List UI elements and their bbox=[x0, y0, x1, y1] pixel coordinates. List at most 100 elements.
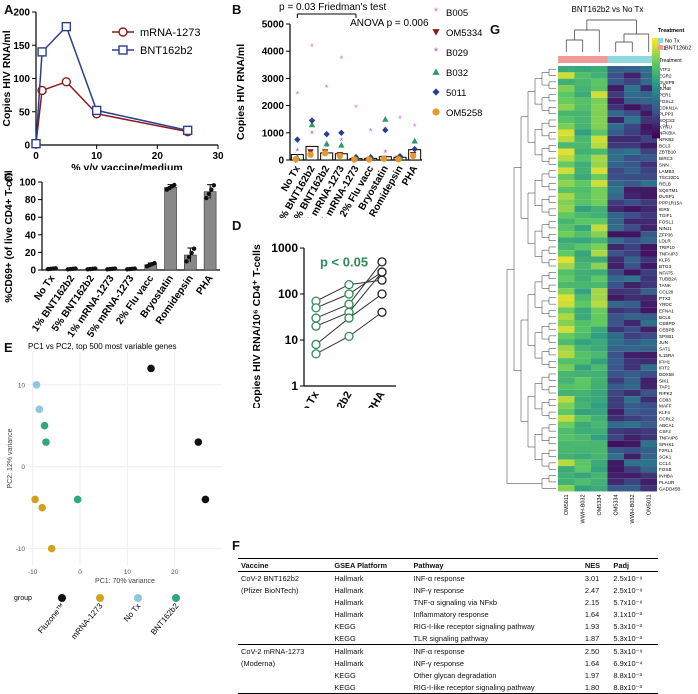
x-tick-label: 20 bbox=[152, 151, 164, 162]
chart-title: PC1 vs PC2, top 500 most variable genes bbox=[28, 342, 177, 351]
heatmap-cell bbox=[574, 85, 591, 92]
gsea-table: Vaccine GSEA Platform Pathway NES Padj CoV-2… bbox=[238, 558, 658, 694]
heatmap-cell bbox=[624, 161, 641, 168]
heatmap-cell bbox=[607, 250, 624, 257]
heatmap-cell bbox=[558, 320, 575, 327]
heatmap-cell bbox=[591, 123, 608, 130]
heatmap-cell bbox=[558, 427, 575, 435]
table-row: (Moderna) Hallmark INF-γ response 1.64 6.9x1… bbox=[238, 657, 658, 669]
heatmap-cell bbox=[624, 218, 641, 225]
heatmap-cell bbox=[624, 275, 641, 282]
scale-swatch bbox=[652, 68, 660, 71]
heatmap-cell bbox=[574, 307, 591, 314]
y-tick-label: 2000 bbox=[262, 101, 285, 112]
heatmap-cell bbox=[591, 212, 608, 219]
table-cell: 1.87 bbox=[581, 632, 611, 645]
data-point bbox=[308, 121, 316, 128]
heatmap-cell bbox=[640, 288, 657, 295]
heatmap-cell bbox=[558, 459, 575, 467]
heatmap-cell bbox=[558, 135, 575, 143]
gene-label: CCRL2 bbox=[659, 416, 675, 421]
heatmap-cell bbox=[591, 326, 608, 333]
heatmap-cell bbox=[591, 129, 608, 136]
heatmap-cell bbox=[624, 427, 641, 435]
scale-swatch bbox=[652, 113, 660, 116]
chart-e: PC1 vs PC2, top 500 most variable genes -… bbox=[7, 342, 222, 640]
vaccine-cell: CoV-2 mRNA-1273 bbox=[241, 646, 305, 656]
heatmap-cell bbox=[640, 339, 657, 346]
heatmap-cell bbox=[574, 193, 591, 200]
heatmap-cell bbox=[607, 332, 624, 340]
gene-label: DUSP1 bbox=[659, 194, 675, 199]
heatmap-cell bbox=[591, 167, 608, 174]
heatmap-cell bbox=[640, 167, 657, 174]
table-cell: INF-γ response bbox=[413, 585, 464, 595]
heatmap-cell bbox=[624, 129, 641, 136]
table-cell: Hallmark bbox=[334, 585, 364, 595]
data-point bbox=[92, 266, 98, 271]
table-cell: 2.47 bbox=[584, 585, 600, 595]
heatmap-cell bbox=[607, 218, 624, 225]
y-axis-label: Copies HIV RNA/10⁶ CD4⁺ T-cells bbox=[251, 244, 263, 408]
data-point bbox=[189, 250, 194, 256]
heatmap-cell bbox=[640, 180, 657, 187]
legend-label: mRNA-1273 bbox=[140, 27, 201, 39]
heatmap-cell bbox=[574, 351, 591, 359]
chart-b: 0 1000 2000 3000 4000 5000 Copies HIV RNA/ml * *… bbox=[235, 2, 482, 218]
column-label: OM5334 bbox=[614, 494, 620, 515]
heatmap-cell bbox=[624, 370, 641, 378]
annotation-cell bbox=[574, 56, 591, 63]
scale-label: 0 bbox=[663, 84, 666, 90]
heatmap-cell bbox=[591, 396, 608, 403]
data-point bbox=[323, 140, 330, 147]
data-point bbox=[311, 349, 321, 359]
heatmap-cell bbox=[607, 256, 624, 263]
data-point: * bbox=[398, 114, 402, 125]
heatmap-cell bbox=[624, 205, 641, 213]
heatmap-cell bbox=[574, 72, 591, 79]
panel-label-a: A bbox=[4, 2, 14, 17]
heatmap-cell bbox=[591, 415, 608, 422]
heatmap-cell bbox=[624, 415, 641, 422]
heatmap-cell bbox=[574, 364, 591, 371]
gene-label: GADD45B bbox=[659, 486, 680, 491]
heatmap-cell bbox=[574, 173, 591, 181]
data-point bbox=[40, 421, 49, 430]
heatmap-cell bbox=[591, 300, 608, 308]
heatmap-cell bbox=[640, 408, 657, 416]
heatmap-cell bbox=[574, 91, 591, 98]
gene-label: CDKN1A bbox=[659, 105, 679, 110]
heatmap-cell bbox=[640, 440, 657, 447]
heatmap-cell bbox=[624, 485, 641, 492]
legend-label: BNT126b2 bbox=[665, 46, 691, 52]
table-cell: KEGG bbox=[334, 670, 356, 680]
heatmap-cell bbox=[607, 243, 624, 251]
heatmap-cell bbox=[558, 243, 575, 251]
heatmap-cell bbox=[640, 142, 657, 149]
heatmap-cell bbox=[558, 250, 575, 257]
heatmap-cell bbox=[558, 485, 575, 492]
heatmap-cell bbox=[558, 167, 575, 174]
heatmap-cell bbox=[558, 472, 575, 479]
heatmap-cell bbox=[640, 269, 657, 276]
heatmap-cell bbox=[591, 447, 608, 454]
scale-swatch bbox=[652, 108, 660, 111]
vaccine-cell bbox=[238, 681, 332, 694]
heatmap-cell bbox=[607, 377, 624, 384]
heatmap-cell bbox=[591, 142, 608, 149]
heatmap-cell bbox=[607, 123, 624, 130]
heatmap-cell bbox=[591, 466, 608, 473]
heatmap-cell bbox=[624, 408, 641, 416]
data-point bbox=[377, 307, 387, 317]
heatmap-cell bbox=[640, 307, 657, 314]
heatmap-cell bbox=[591, 218, 608, 225]
table-header-1: GSEA Platform bbox=[331, 558, 411, 572]
x-tick-label: PHA bbox=[194, 273, 215, 297]
heatmap-cell bbox=[607, 402, 624, 409]
table-row: KEGG Other glycan degradation 1.97 8.8x10⁻³ bbox=[238, 669, 658, 681]
heatmap-cell bbox=[574, 478, 591, 486]
heatmap-cell bbox=[558, 218, 575, 225]
data-point bbox=[377, 257, 387, 267]
heatmap-cell bbox=[607, 148, 624, 155]
gene-label: EFNA1 bbox=[659, 308, 674, 313]
